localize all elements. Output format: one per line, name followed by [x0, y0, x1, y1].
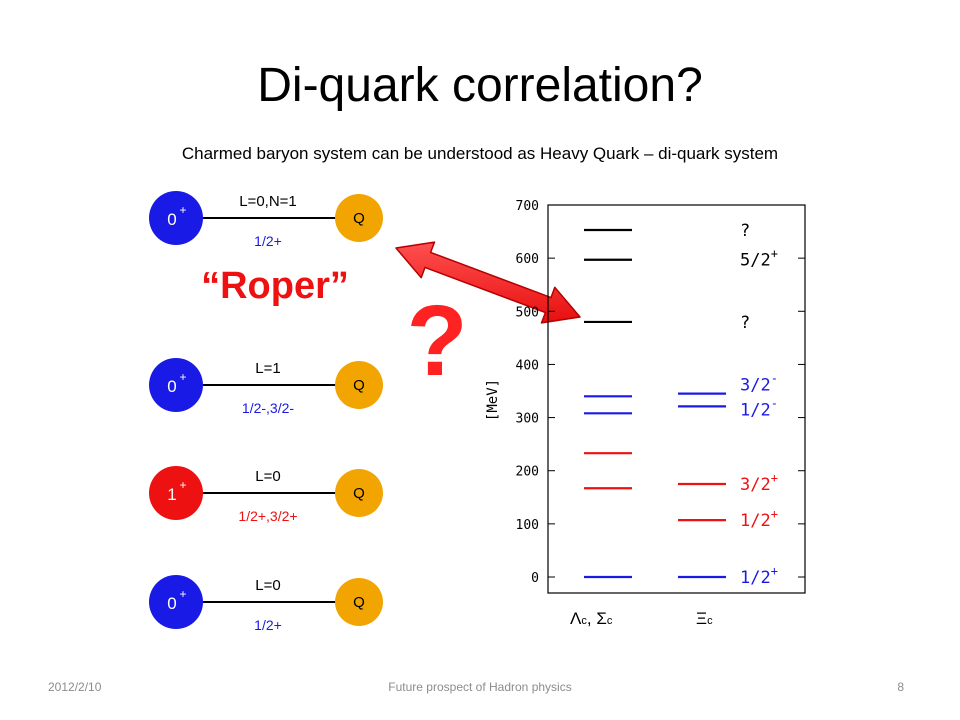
diquark-configurations: 0 + QL=0,N=11/2+0 + QL=11/2-,3/2-1 + QL=01/2+,…	[149, 191, 383, 633]
jp-label: 1/2+	[254, 233, 282, 249]
y-tick-label: 600	[516, 252, 539, 267]
group-label-lambda-sigma: Λc, Σc	[570, 609, 613, 628]
heavy-quark-label: Q	[353, 594, 365, 611]
diquark-parity: +	[179, 370, 186, 384]
orbital-label: L=0	[255, 468, 280, 485]
heavy-quark-circle	[335, 194, 383, 242]
heavy-quark-label: Q	[353, 485, 365, 502]
jp-label: 1/2+	[254, 617, 282, 633]
diquark-parity: +	[179, 478, 186, 492]
x-group-labels: Λc, Σc Ξc	[570, 609, 713, 628]
annotation-sup: +	[771, 507, 778, 521]
diquark-label: 0	[167, 210, 176, 229]
annotation-sup: +	[771, 247, 778, 261]
diquark-circle	[149, 358, 203, 412]
config-row: 1 + Q L=0 1/2+,3/2+	[149, 466, 383, 524]
y-tick-label: 200	[516, 465, 539, 480]
heavy-quark-label: Q	[353, 210, 365, 227]
diquark-parity: +	[179, 203, 186, 217]
double-arrow-icon	[395, 241, 581, 324]
heavy-quark-label: Q	[353, 377, 365, 394]
level-annotation: ?	[740, 221, 750, 241]
config-row: 0 + Q L=0 1/2+	[149, 575, 383, 633]
orbital-label: L=0,N=1	[239, 193, 297, 210]
y-ticks: 0 100 200 300 400 500 600 700	[516, 199, 805, 586]
slide-title: Di-quark correlation?	[257, 59, 703, 112]
roper-label: “Roper”	[201, 265, 349, 307]
heavy-quark-circle	[335, 578, 383, 626]
level-annotation: 1/2+	[740, 507, 778, 531]
diquark-label: 0	[167, 377, 176, 396]
page-number: 8	[897, 680, 904, 694]
footer-date: 2012/2/10	[48, 680, 102, 694]
annotation-sup: -	[771, 372, 778, 386]
annotation-sup: +	[771, 471, 778, 485]
plot-frame	[547, 204, 806, 594]
diquark-label: 1	[167, 485, 176, 504]
y-axis-label: [MeV]	[485, 379, 501, 421]
level-annotation: ?	[740, 313, 750, 333]
energy-levels	[584, 228, 726, 579]
level-annotation: 3/2-	[740, 372, 778, 396]
diquark-circle	[149, 575, 203, 629]
config-row: 0 + Q L=1 1/2-,3/2-	[149, 358, 383, 416]
annotation-sup: +	[771, 564, 778, 578]
orbital-label: L=1	[255, 360, 280, 377]
level-chart: 0 100 200 300 400 500 600 700 ? 5/2+? 3/2-1/2- 3/2…	[485, 199, 806, 628]
jp-label: 1/2+,3/2+	[238, 508, 297, 524]
heavy-quark-circle	[335, 469, 383, 517]
heavy-quark-circle	[335, 361, 383, 409]
level-annotations: ? 5/2+? 3/2-1/2- 3/2+ 1/2+ 1/2+	[740, 221, 778, 588]
level-annotation: 1/2+	[740, 564, 778, 588]
config-row: 0 + Q L=0,N=1 1/2+	[149, 191, 383, 249]
annotation-sup: -	[771, 397, 778, 411]
diquark-parity: +	[179, 587, 186, 601]
level-annotation: 5/2+	[740, 247, 778, 271]
y-tick-label: 400	[516, 358, 539, 373]
diquark-circle	[149, 466, 203, 520]
y-tick-label: 300	[516, 412, 539, 427]
slide-subtitle: Charmed baryon system can be understood …	[181, 144, 779, 163]
y-tick-label: 0	[531, 571, 539, 586]
diquark-label: 0	[167, 594, 176, 613]
jp-label: 1/2-,3/2-	[242, 400, 294, 416]
big-question-mark: ?	[406, 285, 467, 397]
orbital-label: L=0	[255, 577, 280, 594]
footer-title: Future prospect of Hadron physics	[388, 680, 572, 694]
y-tick-label: 700	[516, 199, 539, 214]
level-annotation: 3/2+	[740, 471, 778, 495]
y-tick-label: 500	[516, 305, 539, 320]
group-label-xi: Ξc	[696, 609, 713, 628]
level-annotation: 1/2-	[740, 397, 778, 421]
y-tick-label: 100	[516, 518, 539, 533]
diquark-circle	[149, 191, 203, 245]
